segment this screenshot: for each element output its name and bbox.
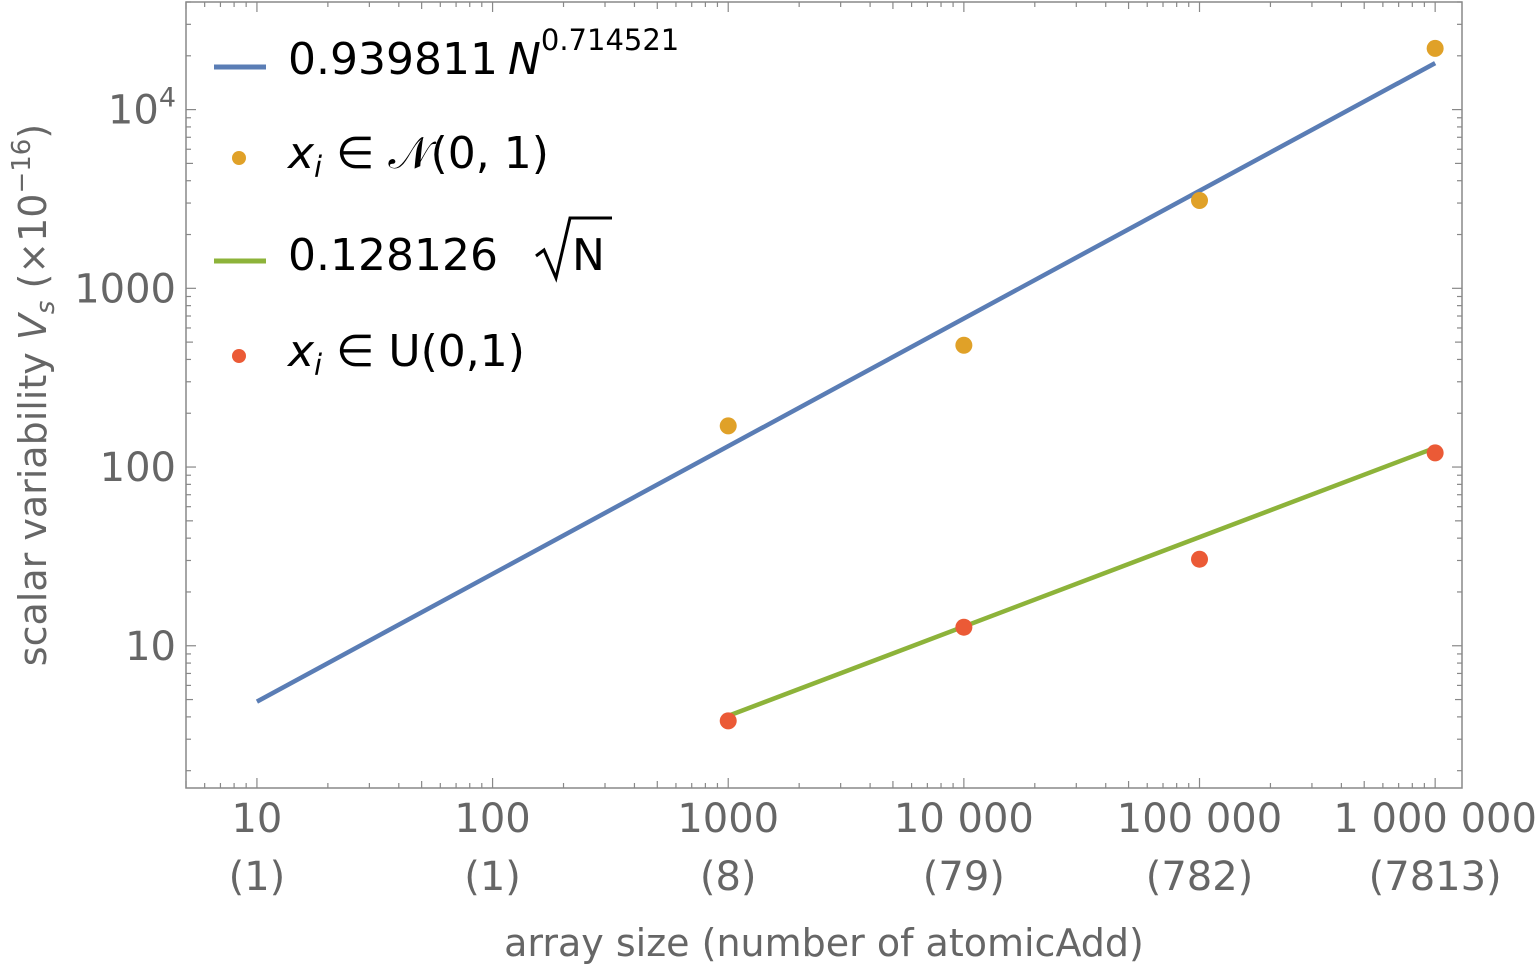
data-points [719,39,1444,730]
x-tick-label: 10 [231,796,282,842]
x-axis-ticks: 10 (1) 100 (1) 1000 (8) 10 000 (79) 100 000 (782)… [229,796,1536,900]
legend-swatch-uniform-points [232,349,246,363]
data-point-3 [1191,550,1209,568]
y-tick-label: 100 [100,445,176,491]
data-point-3 [1426,444,1444,462]
legend-uniform-rest: ∈ U(0,1) [322,326,525,377]
x-tick-label: 1 000 000 [1333,796,1536,842]
y-axis-title-var: V [11,311,55,340]
legend-power-fit-coef: 0.939811 [288,34,498,85]
legend-normal-rest: ∈ 𝒩(0, 1) [322,128,549,179]
fit-lines [255,61,1437,718]
x-tick-sublabel: (1) [464,854,521,900]
legend-label-uniform-points: xi ∈ U(0,1) [286,326,525,382]
legend-power-fit-var: N [508,34,541,85]
plot-frame [185,1,1463,789]
x-tick-sublabel: (782) [1146,854,1254,900]
legend-uniform-var: x [286,326,315,377]
x-tick-label: 1000 [677,796,779,842]
fit-line-0 [255,61,1437,704]
sqrt-symbol [535,216,612,283]
y-tick-exp: 4 [159,83,176,114]
y-tick-label: 1000 [74,266,176,312]
x-tick-sublabel: (1) [229,854,286,900]
legend-normal-var: x [286,128,315,179]
y-axis-title-close: ) [11,124,55,139]
data-point-1 [719,417,737,435]
legend-label-normal-points: xi ∈ 𝒩(0, 1) [286,128,549,184]
legend-uniform-sub: i [314,348,322,382]
y-axis-title-unit: (×10 [11,194,55,301]
x-tick-label: 100 [454,796,530,842]
y-axis-title: scalar variability Vs (×10−16) [7,124,61,666]
x-tick-sublabel: (79) [923,854,1005,900]
legend-power-fit-exp: 0.714521 [541,23,679,57]
y-tick-label: 104 [108,83,176,134]
legend-label-sqrt-fit: 0.128126 [288,230,498,281]
x-tick-label: 100 000 [1117,796,1282,842]
fit-line-2 [727,445,1436,718]
data-point-1 [955,336,973,354]
minor-ticks [185,1,1462,788]
x-tick-sublabel: (8) [700,854,757,900]
data-point-3 [955,618,973,636]
data-point-1 [1426,39,1444,57]
y-axis-title-sub: s [31,301,61,315]
legend-normal-sub: i [314,150,322,184]
y-axis-title-exp: −16 [7,139,37,194]
x-axis-title: array size (number of atomicAdd) [504,921,1144,965]
legend-swatch-normal-points [232,151,246,165]
data-point-1 [1191,192,1209,210]
legend: 0.939811 N0.714521 xi ∈ 𝒩(0, 1) 0.128126 … [214,23,679,382]
data-point-3 [719,712,737,730]
y-axis-title-main: scalar variability [11,340,55,666]
x-tick-label: 10 000 [894,796,1034,842]
y-tick-label: 10 [125,624,176,670]
y-tick-base: 10 [108,88,159,134]
x-tick-sublabel: (7813) [1369,854,1502,900]
legend-sqrt-var: N [572,230,605,281]
legend-label-power-fit: 0.939811 N0.714521 [288,23,679,85]
